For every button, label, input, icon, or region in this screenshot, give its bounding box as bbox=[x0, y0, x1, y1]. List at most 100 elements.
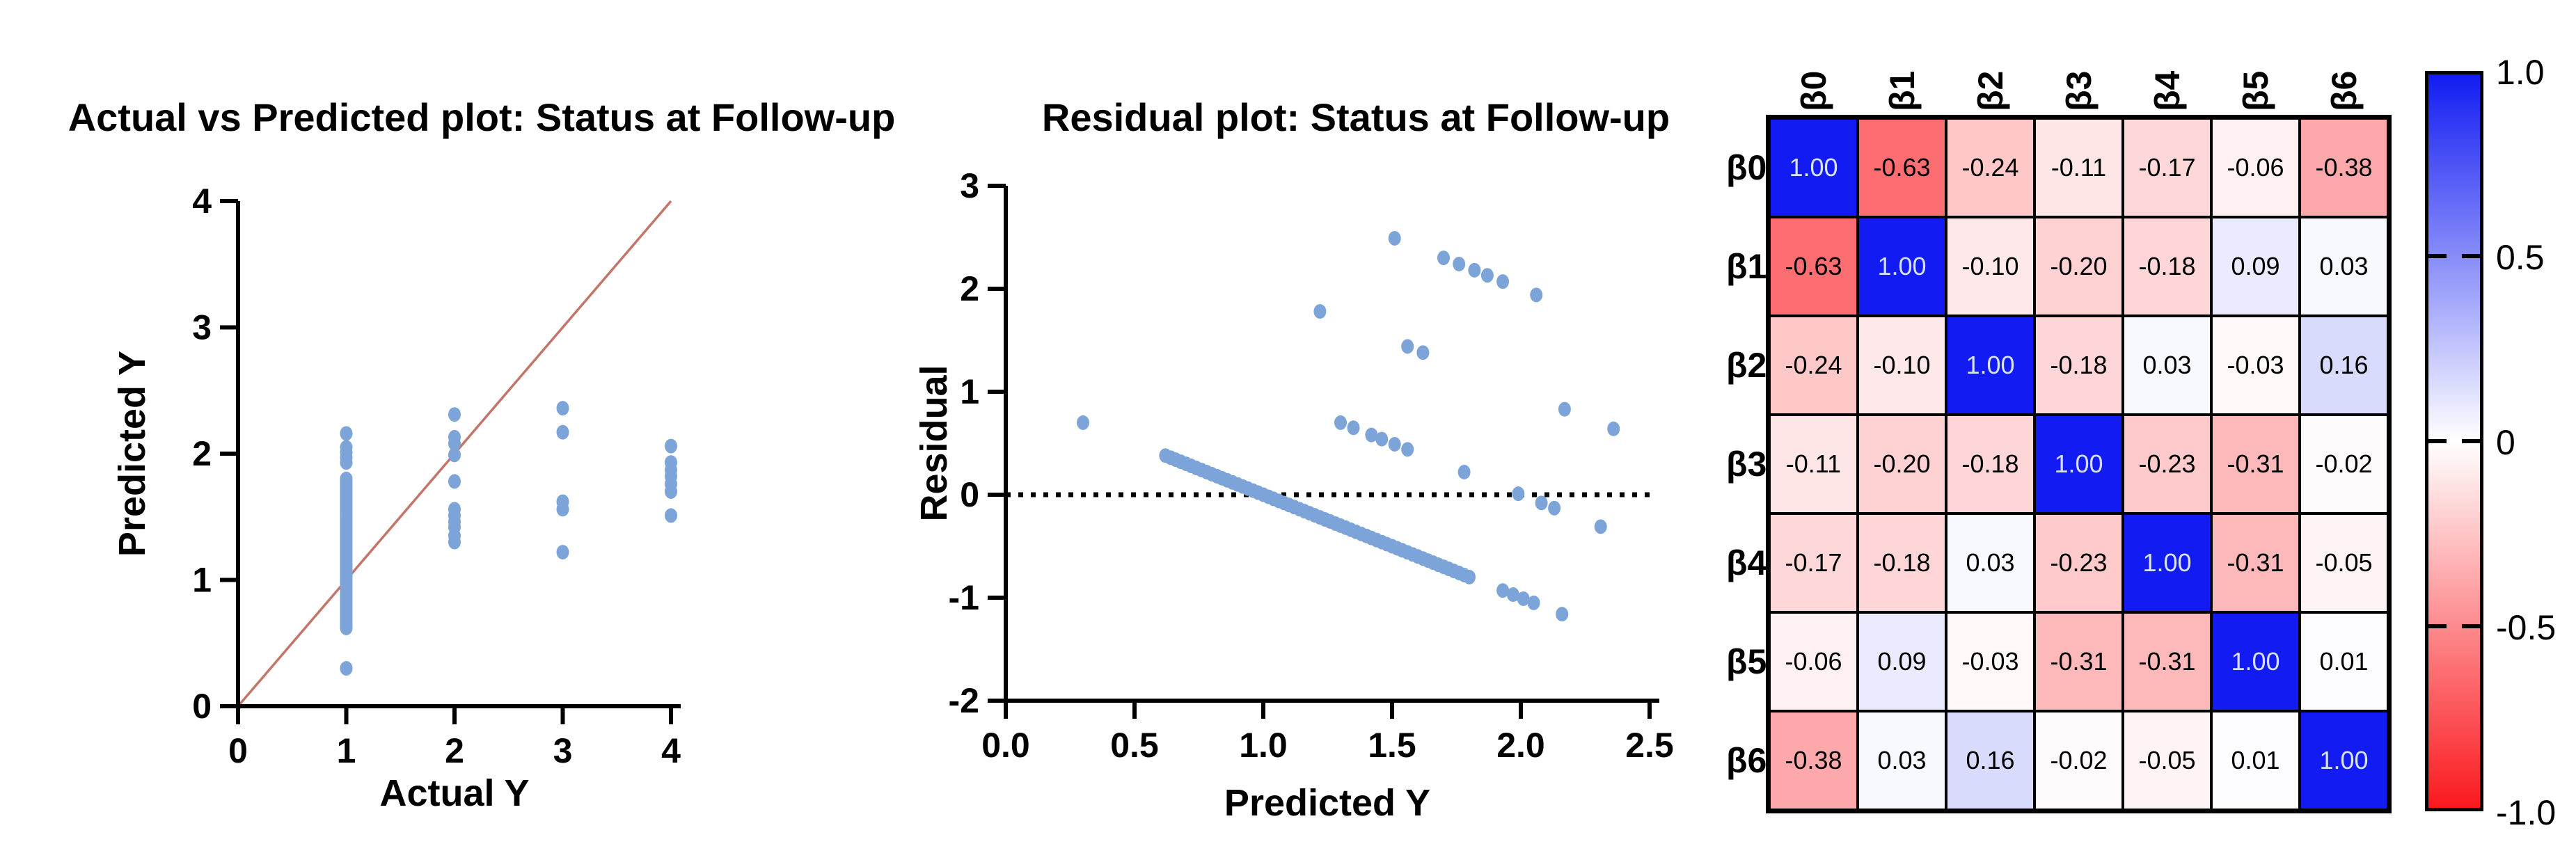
data-point bbox=[1535, 495, 1548, 511]
x-tick-label: 0 bbox=[228, 731, 248, 770]
data-point bbox=[556, 424, 569, 440]
data-point bbox=[556, 545, 569, 560]
heatmap-col-label: β1 bbox=[1882, 70, 1922, 111]
heatmap-cell: -0.31 bbox=[2211, 415, 2300, 513]
data-point bbox=[448, 474, 461, 489]
heatmap-cell: -0.18 bbox=[2034, 316, 2123, 415]
heatmap-cell: -0.24 bbox=[1769, 316, 1858, 415]
data-point bbox=[1416, 345, 1430, 360]
x-tick-label: 1 bbox=[337, 731, 356, 770]
x-tick-label: 2.5 bbox=[1625, 726, 1674, 765]
data-point bbox=[448, 534, 461, 550]
y-axis-label: Residual bbox=[913, 365, 955, 521]
heatmap-cell: -0.20 bbox=[2034, 217, 2123, 316]
data-point bbox=[1556, 607, 1569, 622]
residual-chart: Residual plot: Status at Follow-up Predi… bbox=[913, 95, 1674, 824]
heatmap-cell: -0.38 bbox=[1769, 711, 1858, 810]
data-point bbox=[1388, 436, 1401, 452]
data-point bbox=[1496, 583, 1510, 598]
y-tick-label: 1 bbox=[192, 561, 212, 600]
heatmap-row-label: β1 bbox=[1726, 247, 1767, 286]
colorbar-tick-mark bbox=[2428, 254, 2447, 258]
heatmap-col-label: β5 bbox=[2236, 70, 2275, 111]
heatmap-cell: -0.31 bbox=[2123, 612, 2211, 711]
heatmap-cell: 1.00 bbox=[1946, 316, 2034, 415]
heatmap-cell: 0.03 bbox=[2300, 217, 2388, 316]
heatmap-cell: 0.16 bbox=[2300, 316, 2388, 415]
heatmap-col-label: β6 bbox=[2324, 70, 2364, 111]
y-tick-label: 0 bbox=[192, 687, 212, 726]
heatmap-cell: 1.00 bbox=[2123, 513, 2211, 612]
y-tick-label: 1 bbox=[960, 372, 979, 411]
heatmap-row-label: β2 bbox=[1726, 346, 1767, 385]
data-point bbox=[340, 471, 353, 486]
heatmap-col-label: β4 bbox=[2147, 70, 2187, 111]
heatmap-cell: -0.17 bbox=[2123, 118, 2211, 217]
heatmap-cell: -0.23 bbox=[2034, 513, 2123, 612]
heatmap-cell: -0.18 bbox=[2123, 217, 2211, 316]
heatmap-cell: -0.38 bbox=[2300, 118, 2388, 217]
colorbar-tick-mark bbox=[2462, 254, 2480, 258]
heatmap-row-label: β4 bbox=[1726, 543, 1767, 582]
data-point bbox=[1517, 591, 1530, 606]
heatmap-cell: -0.06 bbox=[2211, 118, 2300, 217]
heatmap-cell: -0.63 bbox=[1858, 118, 1946, 217]
data-point bbox=[340, 440, 353, 455]
data-point bbox=[1558, 401, 1571, 417]
y-tick-label: 3 bbox=[960, 166, 979, 205]
heatmap-cell: -0.18 bbox=[1858, 513, 1946, 612]
heatmap-cell: -0.17 bbox=[1769, 513, 1858, 612]
colorbar-tick-mark bbox=[2428, 439, 2447, 443]
data-point bbox=[1313, 304, 1327, 319]
data-point bbox=[448, 407, 461, 422]
heatmap-cell: 1.00 bbox=[2300, 711, 2388, 810]
heatmap-row-label: β5 bbox=[1726, 642, 1767, 681]
data-point bbox=[448, 436, 461, 451]
correlation-matrix-panel: 1.00 -0.63 -0.24 -0.11 -0.17 -0.06 -0.38 -0.63 1… bbox=[1726, 0, 2576, 844]
heatmap-cell: -0.02 bbox=[2034, 711, 2123, 810]
data-point bbox=[1365, 427, 1378, 443]
data-point bbox=[1453, 256, 1466, 271]
x-axis-label: Actual Y bbox=[379, 772, 529, 814]
colorbar-tick-label: 1.0 bbox=[2496, 53, 2545, 92]
y-tick-label: 3 bbox=[192, 308, 212, 347]
x-tick-label: 0.0 bbox=[981, 726, 1030, 765]
plot-area: 0.0 0.5 1.0 1.5 2.0 2.5 -2 -1 0 1 2 3 bbox=[949, 166, 1674, 765]
data-point bbox=[1077, 415, 1089, 430]
heatmap-row-label: β3 bbox=[1726, 445, 1767, 484]
colorbar-tick-mark bbox=[2462, 439, 2480, 443]
heatmap-row-label: β6 bbox=[1726, 741, 1767, 780]
heatmap-cell: 1.00 bbox=[1858, 217, 1946, 316]
data-point bbox=[1527, 595, 1540, 610]
heatmap-row-label: β0 bbox=[1726, 148, 1767, 187]
data-point bbox=[1480, 268, 1494, 283]
data-point bbox=[1607, 421, 1620, 436]
data-point bbox=[1375, 431, 1389, 447]
data-point bbox=[1401, 442, 1414, 457]
heatmap-cell: 0.03 bbox=[1858, 711, 1946, 810]
data-point bbox=[1347, 420, 1360, 436]
x-tick-label: 2.0 bbox=[1496, 726, 1545, 765]
data-point bbox=[1594, 519, 1607, 534]
heatmap-cell: -0.31 bbox=[2211, 513, 2300, 612]
heatmap-cell: 0.03 bbox=[1946, 513, 2034, 612]
x-axis-label: Predicted Y bbox=[1224, 782, 1430, 824]
x-tick-label: 3 bbox=[553, 731, 573, 770]
data-point bbox=[340, 661, 353, 676]
y-tick-label: 2 bbox=[192, 434, 212, 473]
colorbar-tick-label: 0.5 bbox=[2496, 238, 2545, 277]
heatmap-cell: -0.05 bbox=[2300, 513, 2388, 612]
data-point bbox=[1496, 274, 1510, 289]
heatmap-cell: -0.03 bbox=[2211, 316, 2300, 415]
heatmap-cell: 0.03 bbox=[2123, 316, 2211, 415]
data-point bbox=[665, 508, 677, 523]
axes bbox=[1004, 186, 1659, 703]
y-tick-label: -1 bbox=[949, 578, 979, 617]
data-point bbox=[1388, 230, 1401, 246]
data-point bbox=[1530, 287, 1543, 303]
heatmap-cell: -0.11 bbox=[2034, 118, 2123, 217]
x-tick-label: 1.5 bbox=[1368, 726, 1416, 765]
y-tick-label: -2 bbox=[949, 681, 979, 720]
heatmap-cell: 0.09 bbox=[1858, 612, 1946, 711]
